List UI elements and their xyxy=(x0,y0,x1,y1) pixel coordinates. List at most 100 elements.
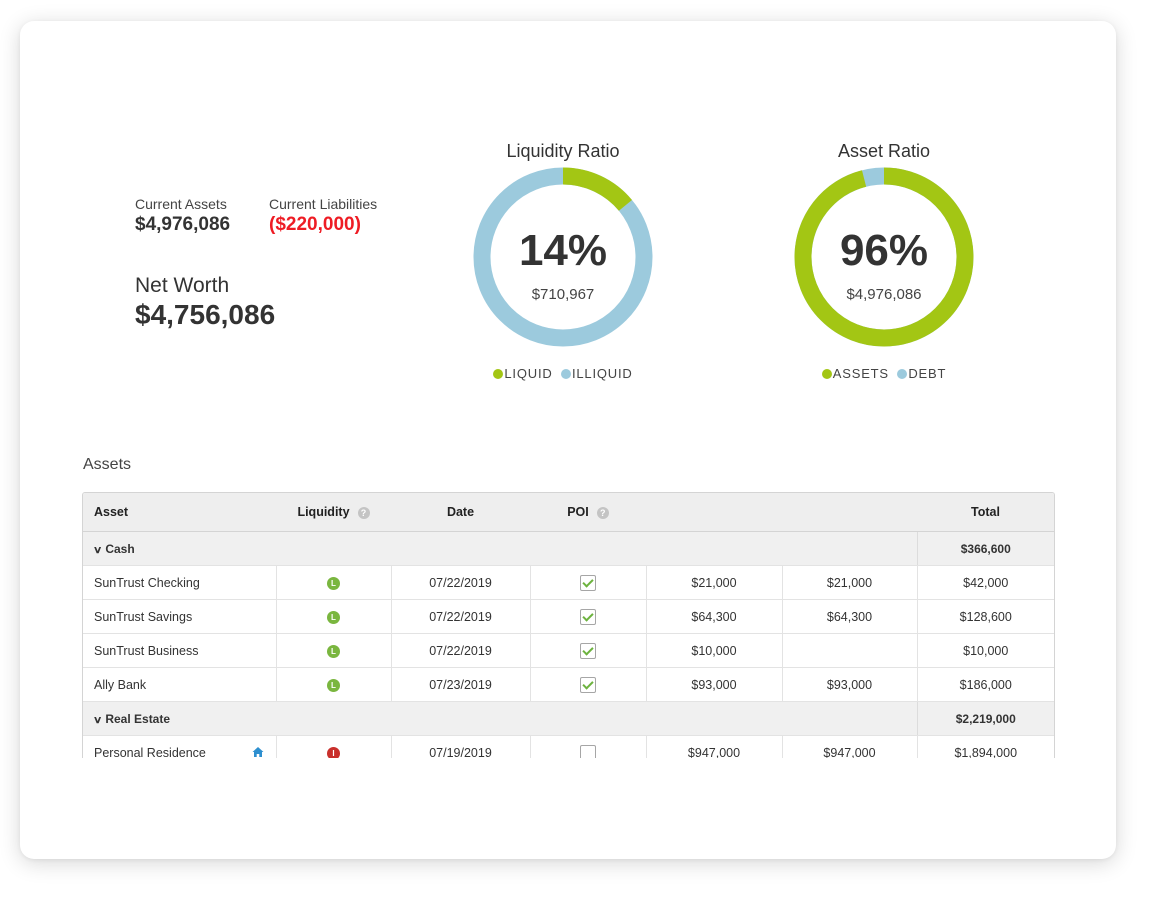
liquid-badge-icon: L xyxy=(327,611,340,624)
col-total[interactable]: Total xyxy=(917,493,1054,532)
poi-cell xyxy=(529,565,646,600)
net-worth-metric: Net Worth $4,756,086 xyxy=(135,274,275,331)
legend-illiquid: ILLIQUID xyxy=(560,366,633,381)
current-assets-value: $4,976,086 xyxy=(135,214,231,235)
current-assets-label: Current Assets xyxy=(135,196,227,212)
liquidity-liquid-arc xyxy=(473,167,653,347)
asset-ratio-title: Asset Ratio xyxy=(837,141,931,161)
value-2-cell: $64,300 xyxy=(781,599,917,634)
group-row[interactable]: ∨ Cash $366,600 xyxy=(83,531,1054,566)
liquid-badge-icon: L xyxy=(327,577,340,590)
group-total: $2,219,000 xyxy=(916,701,1054,736)
chevron-down-icon[interactable]: ∨ xyxy=(92,544,103,556)
asset-name: Ally Bank xyxy=(94,677,147,692)
poi-checkbox[interactable] xyxy=(580,574,596,591)
col-poi[interactable]: POI? xyxy=(530,493,646,532)
poi-cell xyxy=(529,667,646,702)
legend-assets: ASSETS xyxy=(821,366,889,381)
group-name-cell[interactable]: ∨ Real Estate xyxy=(83,701,917,736)
value-1-cell: $93,000 xyxy=(645,667,782,702)
value-2-cell: $21,000 xyxy=(781,565,917,600)
net-worth-label: Net Worth xyxy=(135,274,230,297)
value-1-cell: $21,000 xyxy=(645,565,782,600)
value-1-cell: $947,000 xyxy=(645,735,782,758)
poi-checkbox[interactable] xyxy=(580,676,596,693)
assets-table-container[interactable]: Asset Liquidity? Date POI? Total ∨ Cash $3… xyxy=(82,492,1055,758)
poi-cell xyxy=(529,633,646,668)
legend-illiquid-dot xyxy=(560,369,571,379)
group-name: Cash xyxy=(105,541,135,556)
liquidity-ring: 14% $710,967 xyxy=(473,167,653,347)
home-icon[interactable] xyxy=(252,746,264,758)
liquidity-cell: L xyxy=(275,565,391,600)
net-worth-value: $4,756,086 xyxy=(135,299,276,330)
table-row[interactable]: Ally Bank L 07/23/2019 $93,000 $93,000 $186,0… xyxy=(83,667,1054,702)
col-liquidity-label: Liquidity xyxy=(297,505,350,519)
liquidity-amount: $710,967 xyxy=(532,286,595,303)
asset-assets-arc xyxy=(794,167,974,347)
liquidity-cell: L xyxy=(275,633,391,668)
table-row[interactable]: SunTrust Checking L 07/22/2019 $21,000 $21,0… xyxy=(83,565,1054,600)
legend-assets-label: ASSETS xyxy=(832,366,889,381)
asset-name-cell[interactable]: Ally Bank xyxy=(83,667,276,702)
group-total: $366,600 xyxy=(916,531,1054,566)
asset-name-cell[interactable]: SunTrust Savings xyxy=(83,599,276,634)
legend-debt-dot xyxy=(897,369,908,379)
asset-percent: 96% xyxy=(840,226,928,275)
value-2-cell xyxy=(781,633,917,668)
table-row[interactable]: SunTrust Savings L 07/22/2019 $64,300 $64,30… xyxy=(83,599,1054,634)
col-poi-label: POI xyxy=(567,505,589,519)
group-row[interactable]: ∨ Real Estate $2,219,000 xyxy=(83,701,1054,736)
legend-liquid-dot xyxy=(493,369,504,379)
assets-table-body: ∨ Cash $366,600 SunTrust Checking L 07/22/201… xyxy=(83,531,1054,758)
row-total-cell: $10,000 xyxy=(916,633,1054,668)
asset-name: SunTrust Savings xyxy=(94,609,193,624)
col-date-label: Date xyxy=(446,505,475,519)
group-name-cell[interactable]: ∨ Cash xyxy=(83,531,917,566)
asset-name-cell[interactable]: Personal Residence xyxy=(83,735,276,758)
liquid-badge-icon: L xyxy=(327,645,340,658)
col-liquidity[interactable]: Liquidity? xyxy=(276,493,391,532)
asset-name-cell[interactable]: SunTrust Business xyxy=(83,633,276,668)
asset-amount: $4,976,086 xyxy=(846,286,921,303)
poi-cell xyxy=(529,599,646,634)
table-row[interactable]: Personal Residence I 07/19/2019 $947,000 $94… xyxy=(83,735,1054,758)
chevron-down-icon[interactable]: ∨ xyxy=(92,714,103,726)
date-cell: 07/19/2019 xyxy=(390,735,530,758)
poi-cell xyxy=(529,735,646,758)
legend-liquid-label: LIQUID xyxy=(504,366,553,381)
help-icon[interactable]: ? xyxy=(357,507,370,519)
asset-name: SunTrust Business xyxy=(94,643,199,658)
legend-debt: DEBT xyxy=(897,366,946,381)
liquidity-ratio-chart: Liquidity Ratio 14% $710,967 LIQUID ILLI… xyxy=(453,141,673,381)
asset-legend: ASSETS DEBT xyxy=(774,366,994,381)
col-asset[interactable]: Asset xyxy=(83,493,276,532)
table-row[interactable]: SunTrust Business L 07/22/2019 $10,000 $10,0… xyxy=(83,633,1054,668)
legend-assets-dot xyxy=(821,369,832,379)
poi-checkbox[interactable] xyxy=(580,608,596,625)
date-cell: 07/22/2019 xyxy=(390,599,530,634)
asset-name: SunTrust Checking xyxy=(94,575,200,590)
liquidity-cell: L xyxy=(275,599,391,634)
current-liabilities-value: ($220,000) xyxy=(269,214,361,235)
liquidity-percent: 14% xyxy=(519,226,607,275)
poi-checkbox[interactable] xyxy=(580,744,596,758)
col-asset-label: Asset xyxy=(94,505,129,519)
liquidity-ratio-title: Liquidity Ratio xyxy=(506,141,620,161)
date-cell: 07/22/2019 xyxy=(390,633,530,668)
value-2-cell: $947,000 xyxy=(781,735,917,758)
col-date[interactable]: Date xyxy=(391,493,530,532)
row-total-cell: $186,000 xyxy=(916,667,1054,702)
assets-table: Asset Liquidity? Date POI? Total ∨ Cash $3… xyxy=(83,493,1054,758)
table-header-row: Asset Liquidity? Date POI? Total xyxy=(83,493,1054,532)
assets-section-title: Assets xyxy=(83,456,132,473)
liquidity-legend: LIQUID ILLIQUID xyxy=(453,366,673,381)
date-cell: 07/23/2019 xyxy=(390,667,530,702)
help-icon[interactable]: ? xyxy=(596,507,609,519)
asset-name-cell[interactable]: SunTrust Checking xyxy=(83,565,276,600)
poi-checkbox[interactable] xyxy=(580,642,596,659)
illiquid-badge-icon: I xyxy=(327,747,340,758)
col-value-2 xyxy=(782,493,917,532)
value-1-cell: $10,000 xyxy=(645,633,782,668)
legend-debt-label: DEBT xyxy=(908,366,947,381)
